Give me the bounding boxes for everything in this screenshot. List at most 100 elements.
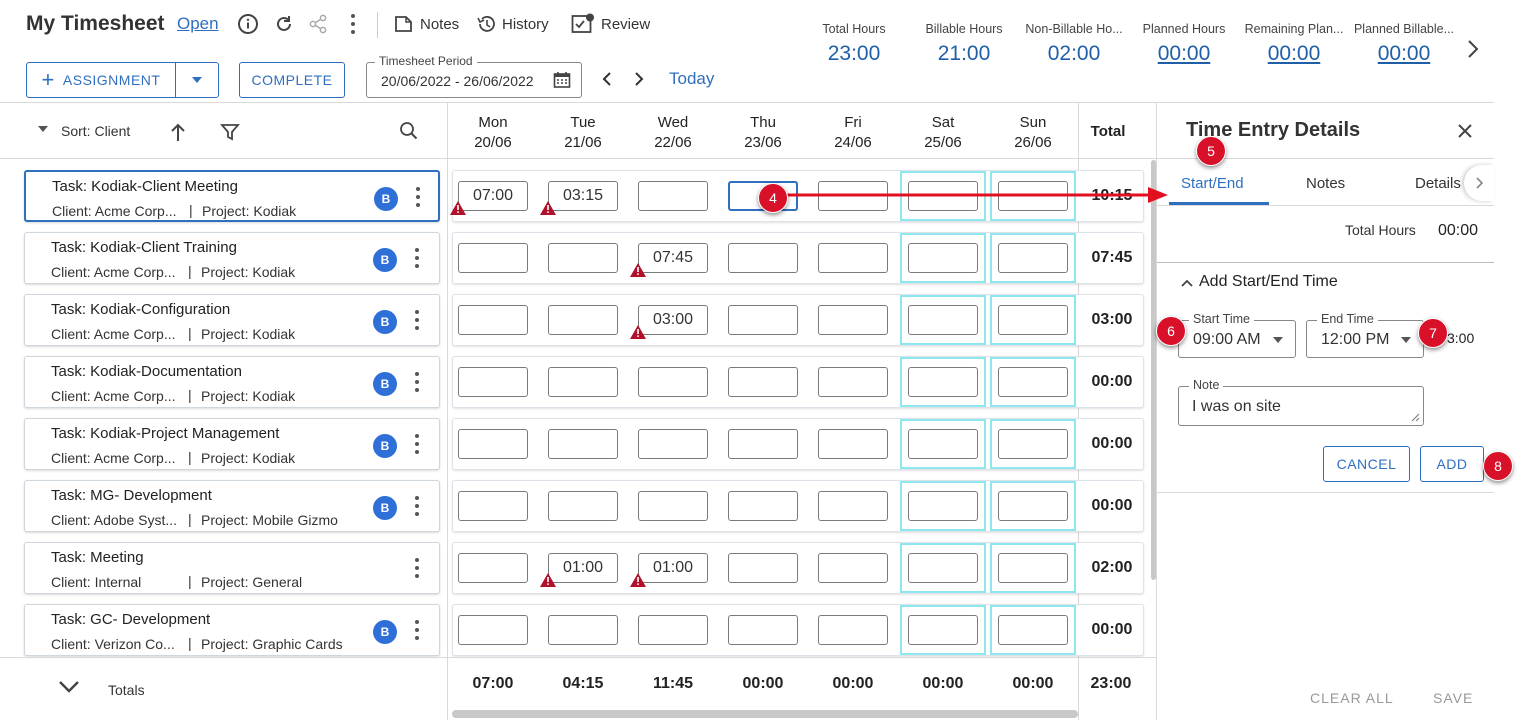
search-icon[interactable]: [399, 121, 419, 146]
time-entry-cell[interactable]: [818, 367, 888, 397]
task-card[interactable]: Task: GC- Development Client: Verizon Co.…: [24, 604, 440, 656]
time-entry-cell[interactable]: [998, 553, 1068, 583]
filter-icon[interactable]: [220, 122, 240, 147]
time-entry-cell[interactable]: 03:15: [548, 181, 618, 211]
cancel-button[interactable]: CANCEL: [1323, 446, 1410, 482]
time-entry-cell[interactable]: [638, 491, 708, 521]
time-entry-cell[interactable]: [458, 367, 528, 397]
time-entry-cell[interactable]: [908, 181, 978, 211]
row-more-options-icon[interactable]: [412, 618, 422, 642]
more-options-icon[interactable]: [348, 12, 358, 36]
stat-value-link[interactable]: 00:00: [1377, 42, 1431, 65]
time-entry-cell[interactable]: [908, 491, 978, 521]
time-entry-cell[interactable]: [908, 553, 978, 583]
time-entry-cell[interactable]: [818, 181, 888, 211]
time-entry-cell[interactable]: [458, 429, 528, 459]
time-entry-cell[interactable]: [458, 615, 528, 645]
time-entry-cell[interactable]: [638, 429, 708, 459]
clear-all-button[interactable]: CLEAR ALL: [1310, 690, 1394, 706]
row-more-options-icon[interactable]: [412, 432, 422, 456]
row-more-options-icon[interactable]: [412, 246, 422, 270]
task-card[interactable]: Task: Kodiak-Documentation Client: Acme C…: [24, 356, 440, 408]
tab-notes[interactable]: Notes: [1306, 175, 1346, 192]
time-entry-cell[interactable]: [998, 491, 1068, 521]
time-entry-cell[interactable]: [638, 615, 708, 645]
time-entry-cell[interactable]: [818, 491, 888, 521]
time-entry-cell[interactable]: [998, 429, 1068, 459]
vertical-scrollbar[interactable]: [1151, 160, 1156, 580]
review-button[interactable]: Review: [571, 13, 650, 35]
time-entry-cell[interactable]: 03:00: [638, 305, 708, 335]
previous-period-icon[interactable]: [599, 70, 615, 93]
row-more-options-icon[interactable]: [412, 370, 422, 394]
history-button[interactable]: History: [476, 14, 549, 34]
stat-planned-hours[interactable]: Planned Hours 00:00: [1129, 22, 1239, 66]
time-entry-cell[interactable]: [908, 615, 978, 645]
time-entry-cell[interactable]: [458, 305, 528, 335]
collapse-totals-icon[interactable]: [58, 680, 80, 699]
time-entry-cell[interactable]: [998, 243, 1068, 273]
note-textarea[interactable]: Note I was on site: [1178, 378, 1424, 426]
stat-remaining-planned[interactable]: Remaining Plan... 00:00: [1239, 22, 1349, 66]
end-time-select[interactable]: End Time 12:00 PM: [1306, 312, 1424, 358]
refresh-icon[interactable]: [273, 13, 295, 35]
time-entry-cell[interactable]: [638, 367, 708, 397]
row-more-options-icon[interactable]: [412, 494, 422, 518]
task-card[interactable]: Task: MG- Development Client: Adobe Syst.…: [24, 480, 440, 532]
calendar-icon[interactable]: [553, 71, 571, 89]
row-more-options-icon[interactable]: [412, 556, 422, 580]
time-entry-cell[interactable]: [728, 615, 798, 645]
task-card[interactable]: Task: Kodiak-Client Meeting Client: Acme …: [24, 170, 440, 222]
time-entry-cell[interactable]: [458, 491, 528, 521]
time-entry-cell[interactable]: [998, 615, 1068, 645]
time-entry-cell[interactable]: [728, 553, 798, 583]
stat-value-link[interactable]: 00:00: [1157, 42, 1211, 65]
time-entry-cell[interactable]: [818, 429, 888, 459]
sort-dropdown-icon[interactable]: [38, 126, 48, 132]
tabs-next-icon[interactable]: [1464, 165, 1494, 201]
time-entry-cell[interactable]: [548, 491, 618, 521]
time-entry-cell[interactable]: 07:45: [638, 243, 708, 273]
stat-value-link[interactable]: 00:00: [1267, 42, 1321, 65]
row-more-options-icon[interactable]: [412, 308, 422, 332]
time-entry-cell[interactable]: [548, 367, 618, 397]
time-entry-cell[interactable]: [728, 367, 798, 397]
horizontal-scrollbar[interactable]: [452, 710, 1078, 718]
start-time-select[interactable]: Start Time 09:00 AM: [1178, 312, 1296, 358]
row-more-options-icon[interactable]: [413, 185, 423, 209]
time-entry-cell[interactable]: [818, 243, 888, 273]
task-card[interactable]: Task: Kodiak-Configuration Client: Acme C…: [24, 294, 440, 346]
resize-handle-icon[interactable]: [1411, 413, 1420, 422]
time-entry-cell[interactable]: [728, 243, 798, 273]
share-icon[interactable]: [307, 13, 329, 35]
section-title[interactable]: Add Start/End Time: [1199, 273, 1338, 290]
time-entry-cell[interactable]: 01:00: [638, 553, 708, 583]
next-period-icon[interactable]: [631, 70, 647, 93]
add-assignment-button[interactable]: + ASSIGNMENT: [26, 62, 176, 98]
task-card[interactable]: Task: Kodiak-Client Training Client: Acme…: [24, 232, 440, 284]
time-entry-cell[interactable]: [728, 491, 798, 521]
time-entry-cell[interactable]: [458, 243, 528, 273]
tab-start-end[interactable]: Start/End: [1181, 175, 1244, 192]
add-button[interactable]: ADD: [1420, 446, 1484, 482]
assignment-dropdown-button[interactable]: [175, 62, 219, 98]
today-link[interactable]: Today: [669, 69, 715, 88]
time-entry-cell[interactable]: [548, 243, 618, 273]
time-entry-cell[interactable]: [458, 553, 528, 583]
save-button[interactable]: SAVE: [1433, 690, 1474, 706]
time-entry-cell[interactable]: [548, 429, 618, 459]
stats-next-icon[interactable]: [1465, 38, 1481, 65]
time-entry-cell[interactable]: [908, 367, 978, 397]
chevron-up-icon[interactable]: [1180, 276, 1194, 294]
time-entry-cell[interactable]: [818, 553, 888, 583]
time-entry-cell[interactable]: [998, 305, 1068, 335]
status-open-link[interactable]: Open: [177, 14, 219, 33]
time-entry-cell[interactable]: [998, 181, 1068, 211]
close-icon[interactable]: [1456, 122, 1474, 145]
time-entry-cell[interactable]: [548, 615, 618, 645]
time-entry-cell[interactable]: [728, 305, 798, 335]
timesheet-period-field[interactable]: Timesheet Period 20/06/2022 - 26/06/2022: [366, 54, 582, 98]
time-entry-cell[interactable]: [908, 429, 978, 459]
time-entry-cell[interactable]: [728, 429, 798, 459]
sort-ascending-icon[interactable]: [168, 121, 188, 148]
